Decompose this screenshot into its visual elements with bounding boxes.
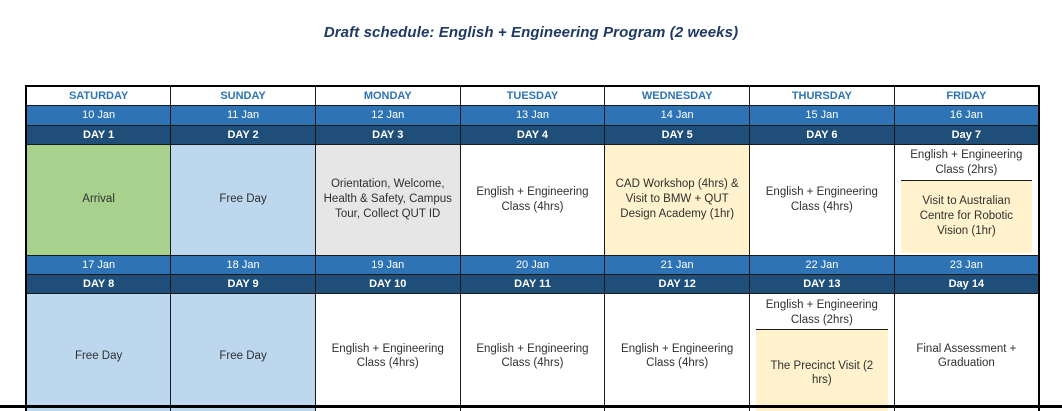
- weekday-tuesday: TUESDAY: [459, 85, 606, 107]
- weekday-friday: FRIDAY: [893, 85, 1040, 107]
- week2-day12: DAY 12: [604, 274, 751, 295]
- week2-date-sat: 17 Jan: [25, 254, 172, 276]
- week2-activity-freeday-sat: Free Day: [25, 293, 172, 411]
- bottom-border-bar: [0, 405, 1062, 408]
- week1-activity-friday-split: English + Engineering Class (2hrs) Visit…: [893, 143, 1040, 256]
- week2-activity-freeday-sun: Free Day: [170, 293, 316, 411]
- weekday-thursday: THURSDAY: [749, 85, 895, 107]
- week2-activity-class-wed: English + Engineering Class (4hrs): [604, 293, 751, 411]
- week2-activity-thursday-split: English + Engineering Class (2hrs) The P…: [749, 293, 895, 411]
- week1-day1: DAY 1: [25, 124, 172, 145]
- week2-day11: DAY 11: [459, 274, 606, 295]
- week2-thursday-split-wrap: English + Engineering Class (2hrs) The P…: [756, 296, 888, 411]
- week1-date-mon: 12 Jan: [314, 105, 461, 126]
- week2-activity-class-mon: English + Engineering Class (4hrs): [314, 293, 461, 411]
- week1-date-thu: 15 Jan: [749, 105, 895, 126]
- week1-date-sat: 10 Jan: [25, 105, 172, 126]
- week2-date-tue: 20 Jan: [459, 254, 606, 276]
- week1-friday-split-wrap: English + Engineering Class (2hrs) Visit…: [900, 146, 1032, 253]
- week1-date-fri: 16 Jan: [893, 105, 1040, 126]
- week2-date-fri: 23 Jan: [893, 254, 1040, 276]
- week1-daynum-row: DAY 1 DAY 2 DAY 3 DAY 4 DAY 5 DAY 6 Day …: [25, 124, 1040, 145]
- week1-activity-arrival: Arrival: [25, 143, 172, 256]
- weekday-saturday: SATURDAY: [25, 85, 172, 107]
- week2-day10: DAY 10: [314, 274, 461, 295]
- week1-friday-robotic-vision-visit: Visit to Australian Centre for Robotic V…: [900, 180, 1032, 253]
- week2-thursday-class: English + Engineering Class (2hrs): [756, 296, 888, 331]
- week2-daynum-row: DAY 8 DAY 9 DAY 10 DAY 11 DAY 12 DAY 13 …: [25, 274, 1040, 295]
- week1-activity-orientation: Orientation, Welcome, Health & Safety, C…: [314, 143, 461, 256]
- week2-date-mon: 19 Jan: [314, 254, 461, 276]
- week1-friday-class: English + Engineering Class (2hrs): [900, 146, 1032, 181]
- week2-date-row: 17 Jan 18 Jan 19 Jan 20 Jan 21 Jan 22 Ja…: [25, 254, 1040, 276]
- week1-day4: DAY 4: [459, 124, 606, 145]
- week2-activity-row: Free Day Free Day English + Engineering …: [25, 293, 1040, 411]
- week2-date-thu: 22 Jan: [749, 254, 895, 276]
- week1-activity-class-thu: English + Engineering Class (4hrs): [749, 143, 895, 256]
- week1-activity-row: Arrival Free Day Orientation, Welcome, H…: [25, 143, 1040, 256]
- page-title: Draft schedule: English + Engineering Pr…: [323, 24, 739, 41]
- week1-date-wed: 14 Jan: [604, 105, 751, 126]
- week1-date-row: 10 Jan 11 Jan 12 Jan 13 Jan 14 Jan 15 Ja…: [25, 105, 1040, 126]
- week1-activity-cad-workshop: CAD Workshop (4hrs) & Visit to BMW + QUT…: [604, 143, 751, 256]
- weekday-wednesday: WEDNESDAY: [604, 85, 751, 107]
- schedule-table: SATURDAY SUNDAY MONDAY TUESDAY WEDNESDAY…: [25, 85, 1040, 411]
- week1-day3: DAY 3: [314, 124, 461, 145]
- weekday-monday: MONDAY: [314, 85, 461, 107]
- week1-activity-freeday-sun: Free Day: [170, 143, 316, 256]
- week2-day9: DAY 9: [170, 274, 316, 295]
- week1-day7: Day 7: [893, 124, 1040, 145]
- week1-day5: DAY 5: [604, 124, 751, 145]
- week2-date-wed: 21 Jan: [604, 254, 751, 276]
- week2-activity-final-assessment: Final Assessment + Graduation: [893, 293, 1040, 411]
- week1-day2: DAY 2: [170, 124, 316, 145]
- week1-activity-class-tue: English + Engineering Class (4hrs): [459, 143, 606, 256]
- week1-day6: DAY 6: [749, 124, 895, 145]
- week2-activity-class-tue: English + Engineering Class (4hrs): [459, 293, 606, 411]
- week1-date-tue: 13 Jan: [459, 105, 606, 126]
- week1-date-sun: 11 Jan: [170, 105, 316, 126]
- week2-day8: DAY 8: [25, 274, 172, 295]
- weekday-header-row: SATURDAY SUNDAY MONDAY TUESDAY WEDNESDAY…: [25, 85, 1040, 107]
- week2-date-sun: 18 Jan: [170, 254, 316, 276]
- weekday-sunday: SUNDAY: [170, 85, 316, 107]
- week2-day14: Day 14: [893, 274, 1040, 295]
- week2-thursday-precinct-visit: The Precinct Visit (2 hrs): [756, 330, 888, 411]
- week2-day13: DAY 13: [749, 274, 895, 295]
